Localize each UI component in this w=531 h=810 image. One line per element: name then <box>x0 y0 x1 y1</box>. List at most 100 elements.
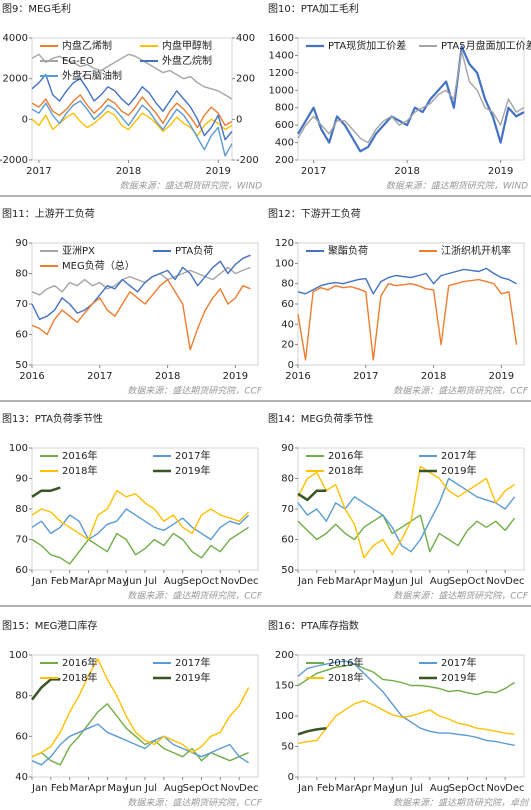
y-tick-label: 0 <box>22 114 28 125</box>
x-tick-label: Mar <box>70 576 90 587</box>
x-tick-label: Dec <box>505 783 524 794</box>
legend-label: 2016年 <box>62 449 97 462</box>
x-tick-label: 2017 <box>301 166 326 177</box>
x-tick-label: Jan <box>297 576 313 587</box>
y-tick-label: 40 <box>281 319 294 330</box>
source-note: 数据来源：盛达期货研究院，CCF <box>127 591 263 602</box>
x-tick-label: 2018 <box>421 371 446 382</box>
series-line <box>31 100 233 157</box>
chart-title: 图12：下游开工负荷 <box>268 207 361 220</box>
series-line <box>31 266 251 296</box>
legend-label: 2017年 <box>441 656 476 669</box>
x-tick-label: Jul <box>144 576 157 587</box>
y2-tick-label: 0 <box>236 114 242 125</box>
x-tick-label: Nov <box>220 783 240 794</box>
legend-label: 2017年 <box>441 449 476 462</box>
legend-label: 内盘乙烯制 <box>62 39 112 52</box>
series-line <box>297 514 516 553</box>
x-tick-label: Apr <box>89 576 107 587</box>
x-tick-label: Feb <box>51 576 69 587</box>
chart-title: 图14：MEG负荷季节性 <box>268 412 373 425</box>
y-tick-label: 150 <box>275 681 294 692</box>
legend-label: 2017年 <box>175 656 210 669</box>
x-tick-label: 2016 <box>285 371 310 382</box>
x-tick-label: Mar <box>336 576 356 587</box>
y-tick-label: 60 <box>281 535 294 546</box>
chart-title: 图10：PTA加工毛利 <box>268 3 359 15</box>
y-tick-label: 600 <box>275 120 294 131</box>
x-tick-label: 2018 <box>155 371 180 382</box>
x-tick-label: Jun <box>391 576 408 587</box>
y-tick-label: 70 <box>15 535 28 546</box>
series-line <box>297 267 517 295</box>
source-note: 数据来源：盛达期货研究院，CCF <box>127 798 263 809</box>
y-tick-label: 100 <box>275 711 294 722</box>
x-tick-label: 2017 <box>87 371 112 382</box>
x-tick-label: Aug <box>430 576 450 587</box>
x-tick-label: Dec <box>239 783 258 794</box>
legend-label: 2018年 <box>328 464 363 477</box>
series-line <box>31 678 61 701</box>
series-line <box>297 700 515 745</box>
series-line <box>31 73 233 141</box>
series-line <box>31 723 249 766</box>
chart-title: 图15：MEG港口库存 <box>2 619 97 632</box>
x-tick-label: Jul <box>410 783 423 794</box>
chart-title: 图11：上游开工负荷 <box>2 207 95 220</box>
x-tick-label: Apr <box>355 576 373 587</box>
x-tick-label: 2019 <box>205 166 230 177</box>
series-line <box>297 278 518 361</box>
x-tick-label: Oct <box>202 576 219 587</box>
legend-label: 2019年 <box>175 464 210 477</box>
x-tick-label: Jan <box>31 576 47 587</box>
chart-title: 图9：MEG毛利 <box>2 3 71 15</box>
legend-label: 2018年 <box>62 671 97 684</box>
legend-label: 外盘石脑油制 <box>62 69 122 82</box>
y-tick-label: 100 <box>9 443 28 454</box>
y-tick-label: 70 <box>281 504 294 515</box>
x-tick-label: 2019 <box>489 371 514 382</box>
source-note: 数据来源：盛达期货研究院，CCF <box>393 591 529 602</box>
x-tick-label: May <box>107 576 128 587</box>
y-tick-label: 80 <box>15 269 28 280</box>
y-tick-label: 1600 <box>269 33 294 44</box>
y-tick-label: 50 <box>281 742 294 753</box>
legend-label: 2017年 <box>175 449 210 462</box>
y-tick-label: 80 <box>15 504 28 515</box>
x-tick-label: Sep <box>449 576 468 587</box>
x-tick-label: Sep <box>183 576 202 587</box>
y-tick-label: 120 <box>275 238 294 249</box>
legend-label: 2019年 <box>175 671 210 684</box>
x-tick-label: Jan <box>31 783 47 794</box>
source-note: 数据来源：盛达期货研究院，CCF <box>127 386 263 397</box>
series-line <box>31 508 250 541</box>
x-tick-label: Oct <box>468 576 485 587</box>
plot-frame <box>297 37 525 161</box>
x-tick-label: Feb <box>317 783 335 794</box>
y-tick-label: 90 <box>281 443 294 454</box>
x-tick-label: Nov <box>220 576 240 587</box>
legend-label: PTA5月盘面加工价差 <box>441 39 531 52</box>
x-tick-label: Nov <box>486 576 506 587</box>
source-note: 数据来源：盛达期货研究院，WIND <box>120 181 262 192</box>
y-tick-label: 60 <box>15 330 28 341</box>
source-note: 数据来源：盛达期货研究院，卓创 <box>393 798 530 809</box>
x-tick-label: Feb <box>51 783 69 794</box>
source-note: 数据来源：盛达期货研究院，CCF <box>393 386 529 397</box>
x-tick-label: Aug <box>164 783 184 794</box>
series-line <box>297 477 516 553</box>
y-tick-label: 20 <box>281 340 294 351</box>
y-tick-label: 1000 <box>269 85 294 96</box>
chart-title: 图13：PTA负荷季节性 <box>2 412 103 425</box>
y-tick-label: 100 <box>9 650 28 661</box>
y-tick-label: 60 <box>15 731 28 742</box>
x-tick-label: Jul <box>410 576 423 587</box>
x-tick-label: Nov <box>486 783 506 794</box>
y-tick-label: 70 <box>15 299 28 310</box>
y-tick-label: 90 <box>15 238 28 249</box>
x-tick-label: Jun <box>391 783 408 794</box>
legend-label: 聚酯负荷 <box>328 244 368 257</box>
x-tick-label: Apr <box>355 783 373 794</box>
legend-label: 亚洲PX <box>62 245 95 257</box>
